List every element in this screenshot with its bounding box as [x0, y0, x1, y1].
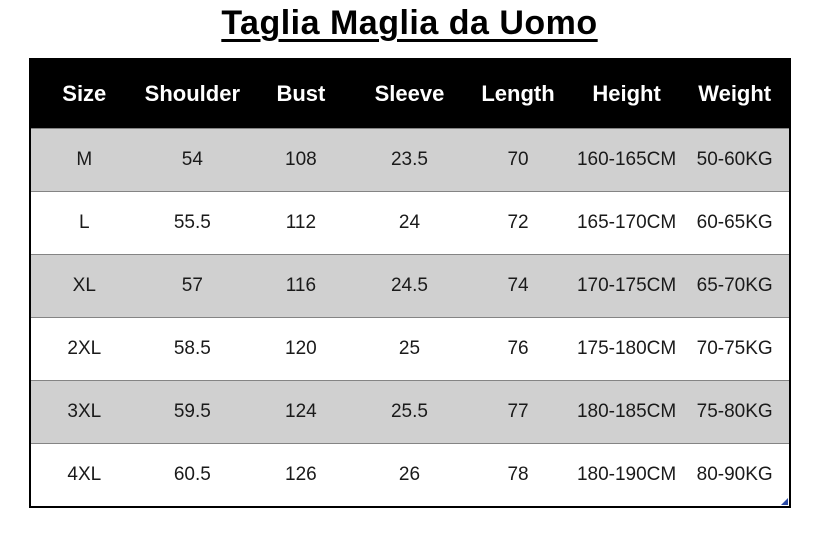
table-cell: 60-65KG: [680, 191, 790, 255]
table-cell: 116: [246, 254, 356, 318]
table-resize-handle-icon: [780, 498, 788, 505]
table-row-m: M 54 108 23.5 70 160-165CM 50-60KG: [29, 128, 790, 192]
table-row-l: L 55.5 112 24 72 165-170CM 60-65KG: [29, 191, 790, 255]
table-cell: 78: [463, 443, 573, 507]
size-table: Size Shoulder Bust Sleeve Length Height …: [28, 58, 791, 508]
size-cell: XL: [29, 254, 139, 318]
table-row-2xl: 2XL 58.5 120 25 76 175-180CM 70-75KG: [29, 317, 790, 381]
table-cell: 77: [463, 380, 573, 444]
size-cell: 4XL: [29, 443, 139, 507]
size-cell: 2XL: [29, 317, 139, 381]
table-cell: 80-90KG: [680, 443, 790, 507]
table-cell: 25: [355, 317, 464, 381]
table-row-3xl: 3XL 59.5 124 25.5 77 180-185CM 75-80KG: [29, 380, 790, 444]
table-cell: 70-75KG: [680, 317, 790, 381]
column-header-weight: Weight: [680, 59, 790, 129]
column-header-bust: Bust: [246, 59, 356, 129]
table-cell: 180-185CM: [572, 380, 681, 444]
table-cell: 165-170CM: [572, 191, 681, 255]
table-cell: 175-180CM: [572, 317, 681, 381]
table-cell: 76: [463, 317, 573, 381]
table-cell: 23.5: [355, 128, 464, 192]
table-cell: 60.5: [138, 443, 247, 507]
table-cell: 108: [246, 128, 356, 192]
table-cell: 126: [246, 443, 356, 507]
table-cell: 112: [246, 191, 356, 255]
page-title: Taglia Maglia da Uomo: [221, 4, 598, 42]
table-row-xl: XL 57 116 24.5 74 170-175CM 65-70KG: [29, 254, 790, 318]
table-cell: 25.5: [355, 380, 464, 444]
table-cell: 75-80KG: [680, 380, 790, 444]
table-cell: 54: [138, 128, 247, 192]
column-header-shoulder: Shoulder: [138, 59, 247, 129]
column-header-length: Length: [463, 59, 573, 129]
table-cell: 120: [246, 317, 356, 381]
table-cell: 26: [355, 443, 464, 507]
table-cell: 70: [463, 128, 573, 192]
table-cell: 124: [246, 380, 356, 444]
table-cell: 160-165CM: [572, 128, 681, 192]
size-cell: L: [29, 191, 139, 255]
column-header-height: Height: [572, 59, 681, 129]
size-cell: 3XL: [29, 380, 139, 444]
table-cell: 65-70KG: [680, 254, 790, 318]
table-cell: 24.5: [355, 254, 464, 318]
table-cell: 55.5: [138, 191, 247, 255]
table-cell: 57: [138, 254, 247, 318]
column-header-sleeve: Sleeve: [355, 59, 464, 129]
table-cell: 59.5: [138, 380, 247, 444]
table-cell: 24: [355, 191, 464, 255]
size-cell: M: [29, 128, 139, 192]
table-cell: 50-60KG: [680, 128, 790, 192]
table-header-row: Size Shoulder Bust Sleeve Length Height …: [29, 59, 790, 129]
column-header-size: Size: [29, 59, 139, 129]
table-cell: 72: [463, 191, 573, 255]
size-table-container: Size Shoulder Bust Sleeve Length Height …: [28, 58, 791, 508]
table-cell: 58.5: [138, 317, 247, 381]
table-row-4xl: 4XL 60.5 126 26 78 180-190CM 80-90KG: [29, 443, 790, 507]
table-cell: 74: [463, 254, 573, 318]
table-cell: 170-175CM: [572, 254, 681, 318]
table-cell: 180-190CM: [572, 443, 681, 507]
